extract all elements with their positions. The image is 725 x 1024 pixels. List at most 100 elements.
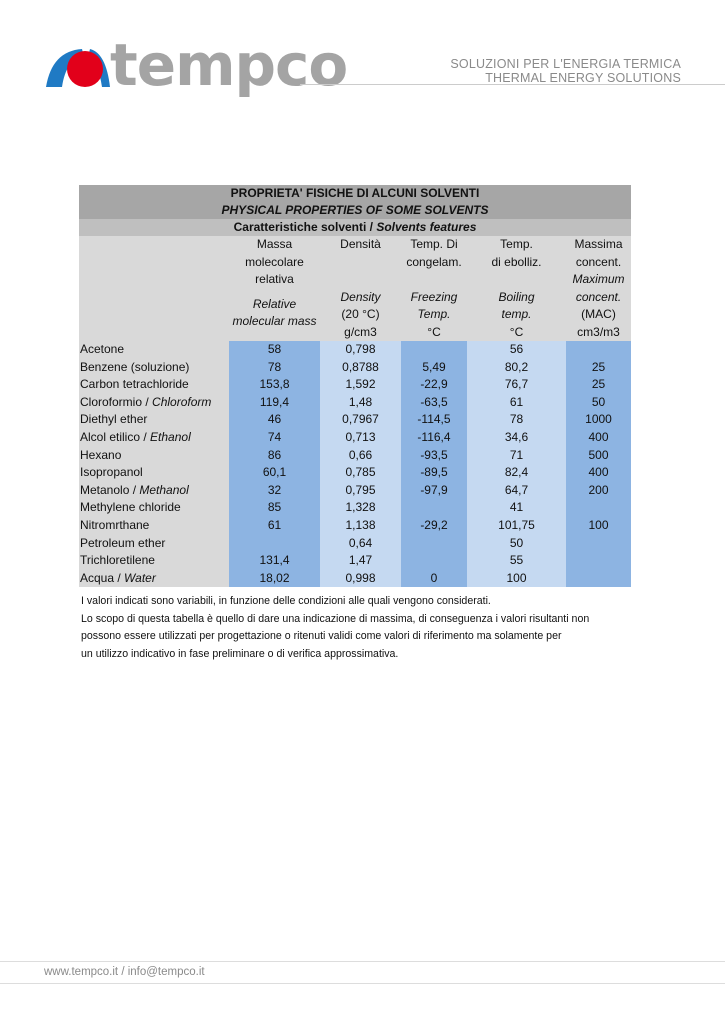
cell-value: 25 bbox=[566, 376, 631, 394]
cell-value: 131,4 bbox=[229, 552, 320, 570]
solvent-name: Methylene chloride bbox=[79, 499, 229, 517]
solvent-name: Hexano bbox=[79, 446, 229, 465]
cell-value: 0,798 bbox=[320, 341, 401, 359]
cell-value: 46 bbox=[229, 411, 320, 429]
cell-value: 101,75 bbox=[467, 516, 566, 535]
table-row: Metanolo / Methanol 32 0,795 -97,9 64,7 200 bbox=[79, 481, 631, 500]
cell-value: 200 bbox=[566, 481, 631, 500]
cell-value: 1000 bbox=[566, 411, 631, 429]
column-header: Massima concent. Maximum concent. (MAC) cm3/m… bbox=[566, 236, 631, 341]
header-en: concent. bbox=[575, 289, 622, 304]
cell-value: 80,2 bbox=[467, 358, 566, 377]
footer-divider-bottom bbox=[0, 983, 725, 984]
tagline: SOLUZIONI PER L'ENERGIA TERMICA THERMAL … bbox=[450, 57, 681, 85]
header-it: di ebolliz. bbox=[491, 254, 542, 269]
table-title-it: PROPRIETA' FISICHE DI ALCUNI SOLVENTI bbox=[79, 185, 631, 202]
column-header: Temp. di ebolliz. Boiling temp. °C bbox=[467, 236, 566, 341]
cell-value: 32 bbox=[229, 481, 320, 500]
cell-value: 153,8 bbox=[229, 376, 320, 394]
cell-value: 1,48 bbox=[320, 393, 401, 412]
cell-value: 1,138 bbox=[320, 516, 401, 535]
cell-value: -116,4 bbox=[401, 428, 467, 447]
cell-value: -89,5 bbox=[401, 464, 467, 482]
header-it: concent. bbox=[575, 254, 622, 269]
header-en: Temp. bbox=[417, 307, 451, 321]
cell-value: 56 bbox=[467, 341, 566, 359]
table-row: Methylene chloride 85 1,328 41 bbox=[79, 499, 631, 517]
header-it: Temp. Di bbox=[410, 237, 458, 251]
column-header: Temp. Di congelam. Freezing Temp. °C bbox=[401, 236, 467, 341]
tempco-logo: tempco bbox=[44, 31, 348, 105]
cell-value: -29,2 bbox=[401, 516, 467, 535]
cell-value: 86 bbox=[229, 446, 320, 465]
cell-value: 82,4 bbox=[467, 464, 566, 482]
table-row: Nitromrthane 61 1,138 -29,2 101,75 100 bbox=[79, 516, 631, 535]
table-title-en: PHYSICAL PROPERTIES OF SOME SOLVENTS bbox=[79, 202, 631, 219]
note-line: possono essere utilizzati per progettazi… bbox=[81, 630, 562, 643]
cell-value: 400 bbox=[566, 464, 631, 482]
header-unit: g/cm3 bbox=[344, 324, 377, 339]
cell-value: 61 bbox=[229, 516, 320, 535]
solvent-name: Cloroformio / Chloroform bbox=[79, 393, 229, 412]
table-row: Acetone 58 0,798 56 bbox=[79, 341, 631, 359]
header-unit: (20 °C) bbox=[341, 307, 380, 321]
cell-value: 34,6 bbox=[467, 428, 566, 447]
header-it: Massa bbox=[256, 237, 293, 251]
cell-value bbox=[401, 534, 467, 553]
header-it: Densità bbox=[340, 237, 381, 251]
table-row: Acqua / Water 18,02 0,998 0 100 bbox=[79, 569, 631, 588]
solvent-name: Diethyl ether bbox=[79, 411, 229, 429]
header-it: congelam. bbox=[406, 254, 462, 269]
cell-value: 0,795 bbox=[320, 481, 401, 500]
cell-value: 0 bbox=[401, 569, 467, 588]
cell-value: 41 bbox=[467, 499, 566, 517]
cell-value: 100 bbox=[467, 569, 566, 588]
cell-value bbox=[566, 569, 631, 588]
footer-contact: www.tempco.it / info@tempco.it bbox=[44, 966, 205, 978]
cell-value: 55 bbox=[467, 552, 566, 570]
table-row: Petroleum ether 0,64 50 bbox=[79, 534, 631, 553]
header-it: molecolare bbox=[245, 254, 304, 269]
cell-value: 60,1 bbox=[229, 464, 320, 482]
cell-value: 18,02 bbox=[229, 569, 320, 588]
cell-value: 85 bbox=[229, 499, 320, 517]
column-header: Densità Density (20 °C) g/cm3 bbox=[320, 236, 401, 341]
cell-value bbox=[566, 341, 631, 359]
cell-value: 400 bbox=[566, 428, 631, 447]
header-en: Relative bbox=[252, 296, 297, 311]
cell-value: 1,47 bbox=[320, 552, 401, 570]
table-row: Alcol etilico / Ethanol 74 0,713 -116,4 34,6… bbox=[79, 428, 631, 447]
solvent-name: Trichloretilene bbox=[79, 552, 229, 570]
solvent-name: Isopropanol bbox=[79, 464, 229, 482]
cell-value: -93,5 bbox=[401, 446, 467, 465]
cell-value: 0,66 bbox=[320, 446, 401, 465]
cell-value bbox=[401, 552, 467, 570]
cell-value: 0,64 bbox=[320, 534, 401, 553]
header-en: Maximum bbox=[572, 272, 625, 286]
cell-value: 71 bbox=[467, 446, 566, 465]
solvent-name: Petroleum ether bbox=[79, 534, 229, 553]
cell-value: -114,5 bbox=[401, 411, 467, 429]
cell-value bbox=[401, 341, 467, 359]
solvent-name: Alcol etilico / Ethanol bbox=[79, 428, 229, 447]
logo-wordmark: tempco bbox=[110, 31, 348, 99]
cell-value bbox=[401, 499, 467, 517]
header-en: Freezing bbox=[410, 289, 458, 304]
header-unit: °C bbox=[509, 324, 524, 339]
solvent-name: Carbon tetrachloride bbox=[79, 376, 229, 394]
cell-value: -97,9 bbox=[401, 481, 467, 500]
cell-value: 78 bbox=[467, 411, 566, 429]
cell-value: 64,7 bbox=[467, 481, 566, 500]
cell-value: 100 bbox=[566, 516, 631, 535]
header-blank bbox=[79, 236, 229, 341]
cell-value bbox=[566, 534, 631, 553]
table-subtitle: Caratteristiche solventi / Solvents feat… bbox=[79, 219, 631, 236]
table-row: Benzene (soluzione) 78 0,8788 5,49 80,2 25 bbox=[79, 358, 631, 377]
header-divider bbox=[300, 84, 725, 85]
header-it: Temp. bbox=[500, 237, 533, 251]
cell-value: 5,49 bbox=[401, 358, 467, 377]
solvent-name: Acqua / Water bbox=[79, 569, 229, 588]
cell-value: 0,785 bbox=[320, 464, 401, 482]
cell-value: 0,998 bbox=[320, 569, 401, 588]
